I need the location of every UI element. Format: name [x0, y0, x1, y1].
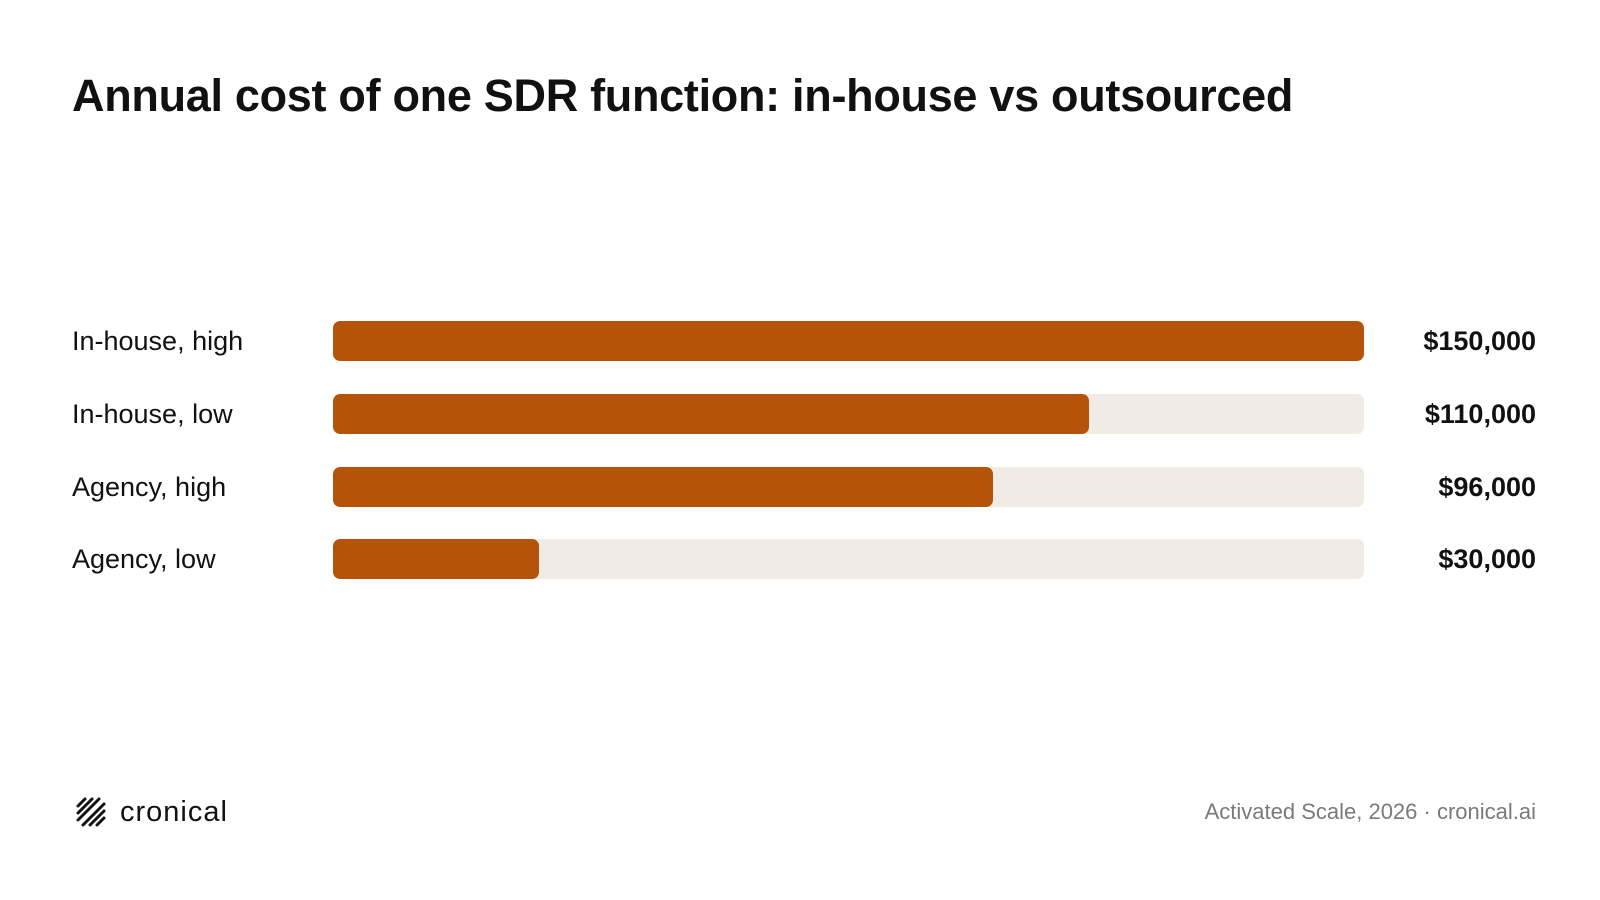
bar-track: [333, 394, 1364, 434]
bar-track: [333, 467, 1364, 507]
bar-track: [333, 539, 1364, 579]
bar-value-label: $30,000: [1438, 544, 1536, 574]
brand-logo: cronical: [76, 796, 228, 828]
bar: [333, 467, 993, 507]
cronical-logo-icon: [76, 797, 106, 827]
bar-category-label: Agency, high: [72, 472, 227, 502]
bar: [333, 394, 1090, 434]
bar-row: Agency, high $96,000: [0, 467, 1600, 507]
bar-category-label: In-house, high: [72, 326, 244, 356]
bar-category-label: In-house, low: [72, 399, 233, 429]
bar-track: [333, 321, 1364, 361]
bar-value-label: $150,000: [1423, 326, 1536, 356]
chart-title: Annual cost of one SDR function: in-hous…: [72, 70, 1294, 121]
bar-value-label: $96,000: [1438, 472, 1536, 502]
source-caption: Activated Scale, 2026 · cronical.ai: [1204, 799, 1536, 824]
bar-row: In-house, high $150,000: [0, 321, 1600, 361]
bar: [333, 321, 1364, 361]
bar-value-label: $110,000: [1424, 399, 1536, 429]
bar-row: Agency, low $30,000: [0, 539, 1600, 579]
bar-row: In-house, low $110,000: [0, 394, 1600, 434]
bar-category-label: Agency, low: [72, 544, 216, 574]
logo-wordmark: cronical: [120, 796, 228, 828]
bar: [333, 539, 540, 579]
